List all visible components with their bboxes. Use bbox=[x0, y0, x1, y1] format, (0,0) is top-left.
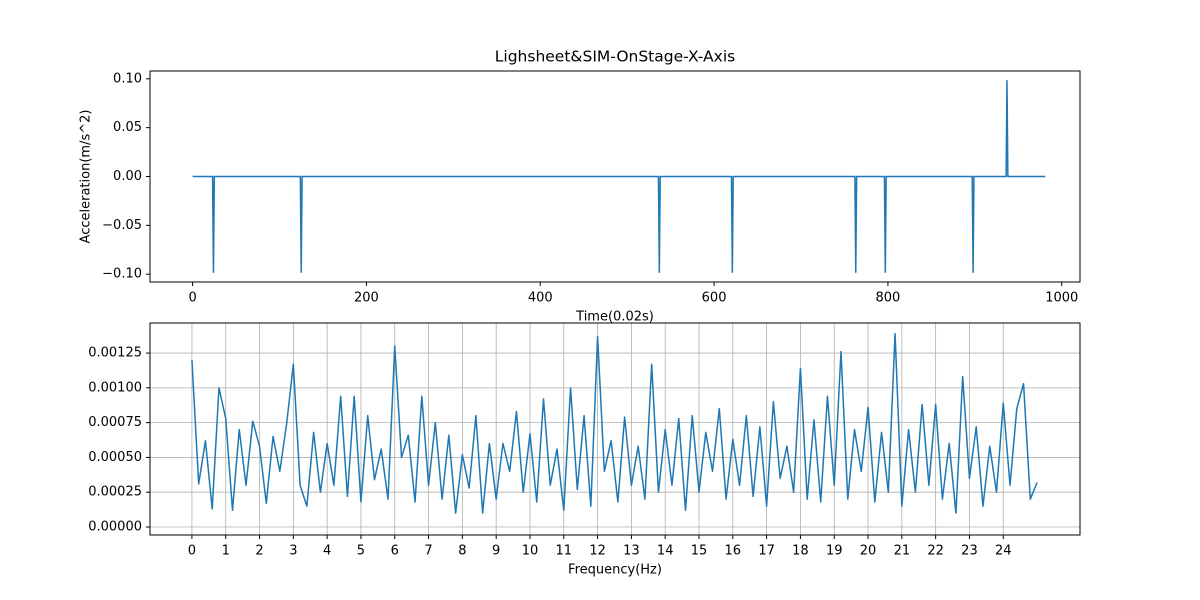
x-tick-label: 1 bbox=[222, 544, 230, 559]
x-tick-label: 16 bbox=[725, 544, 742, 559]
x-tick-label: 1000 bbox=[1045, 291, 1078, 306]
x-tick-label: 14 bbox=[657, 544, 674, 559]
y-tick-label: 0.05 bbox=[113, 120, 142, 135]
x-tick-label: 19 bbox=[826, 544, 843, 559]
y-tick-label: −0.10 bbox=[102, 267, 142, 282]
x-tick-label: 400 bbox=[528, 291, 553, 306]
x-tick-label: 9 bbox=[492, 544, 500, 559]
x-tick-label: 0 bbox=[188, 544, 196, 559]
x-tick-label: 17 bbox=[758, 544, 775, 559]
x-tick-label: 23 bbox=[961, 544, 978, 559]
y-tick-label: 0.00050 bbox=[88, 450, 142, 465]
axes-frame bbox=[149, 70, 1081, 283]
x-axis-label: Frequency(Hz) bbox=[568, 563, 662, 578]
y-tick-label: 0.00100 bbox=[88, 380, 142, 395]
x-tick-label: 600 bbox=[702, 291, 727, 306]
x-tick-label: 8 bbox=[458, 544, 466, 559]
x-tick-label: 20 bbox=[860, 544, 877, 559]
y-tick-label: 0.00075 bbox=[88, 415, 142, 430]
y-tick-label: 0.00 bbox=[113, 169, 142, 184]
x-tick-label: 7 bbox=[424, 544, 432, 559]
x-tick-label: 13 bbox=[623, 544, 640, 559]
x-tick-label: 800 bbox=[876, 291, 901, 306]
y-tick-label: 0.10 bbox=[113, 71, 142, 86]
data-line bbox=[192, 80, 1046, 273]
x-tick-label: 10 bbox=[522, 544, 539, 559]
x-tick-label: 3 bbox=[289, 544, 297, 559]
y-axis-label: Acceleration(m/s^2) bbox=[79, 110, 94, 244]
data-line bbox=[191, 332, 1038, 514]
x-tick-label: 21 bbox=[894, 544, 911, 559]
x-tick-label: 24 bbox=[995, 544, 1012, 559]
x-tick-label: 11 bbox=[556, 544, 573, 559]
y-tick-label: 0.00025 bbox=[88, 485, 142, 500]
x-tick-label: 0 bbox=[188, 291, 196, 306]
x-tick-label: 2 bbox=[255, 544, 263, 559]
x-tick-label: 200 bbox=[354, 291, 379, 306]
y-tick-label: 0.00000 bbox=[88, 519, 142, 534]
x-tick-label: 15 bbox=[691, 544, 708, 559]
chart-title: Lighsheet&SIM-OnStage-X-Axis bbox=[495, 48, 735, 66]
x-tick-label: 4 bbox=[323, 544, 331, 559]
x-tick-label: 5 bbox=[357, 544, 365, 559]
x-tick-label: 6 bbox=[391, 544, 399, 559]
x-tick-label: 18 bbox=[792, 544, 809, 559]
x-tick-label: 22 bbox=[927, 544, 944, 559]
y-tick-label: −0.05 bbox=[102, 218, 142, 233]
x-tick-label: 12 bbox=[589, 544, 606, 559]
axes-frame bbox=[149, 322, 1081, 536]
x-axis-label: Time(0.02s) bbox=[575, 310, 654, 325]
y-tick-label: 0.00125 bbox=[88, 346, 142, 361]
